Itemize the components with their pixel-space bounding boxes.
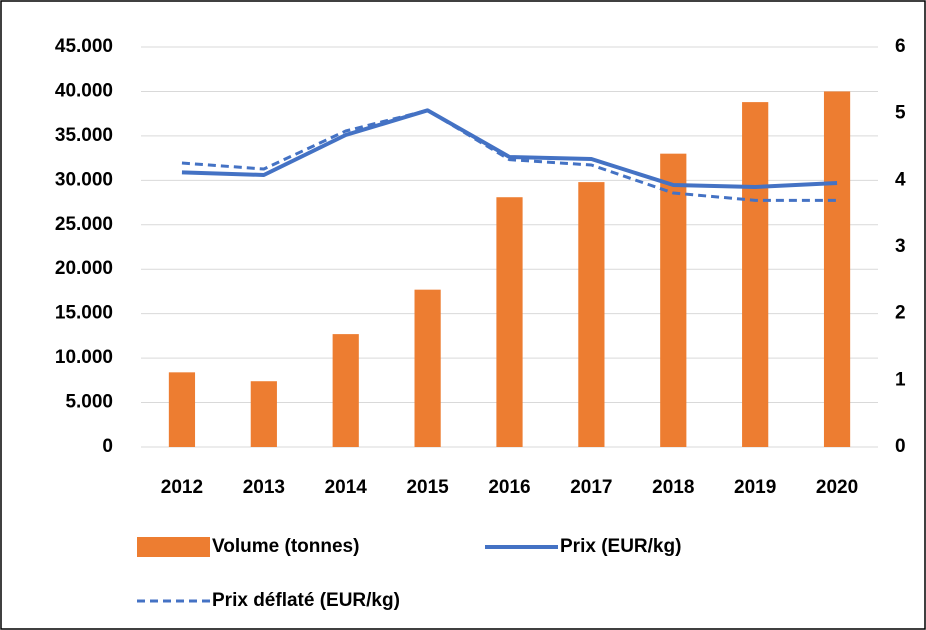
line <box>181 108 838 189</box>
y2-tick-label: 4 <box>895 169 906 190</box>
bar <box>660 153 687 447</box>
x-tick-label: 2017 <box>570 477 612 498</box>
y2-tick-label: 1 <box>895 369 906 390</box>
x-tick-label: 2020 <box>816 477 858 498</box>
y-tick-label: 35.000 <box>55 125 113 146</box>
legend-label: Prix (EUR/kg) <box>560 536 681 557</box>
legend-swatch <box>137 537 210 557</box>
y-tick-label: 25.000 <box>55 214 113 235</box>
y-tick-label: 0 <box>102 436 113 457</box>
x-tick-label: 2016 <box>488 477 530 498</box>
x-tick-label: 2014 <box>325 477 368 498</box>
y-tick-label: 45.000 <box>55 36 113 57</box>
x-tick-label: 2012 <box>161 477 203 498</box>
y2-tick-label: 2 <box>895 303 906 324</box>
bar <box>168 372 196 447</box>
legend-label: Volume (tonnes) <box>212 536 359 557</box>
bar <box>823 91 851 447</box>
x-tick-label: 2018 <box>652 477 694 498</box>
y-tick-label: 5.000 <box>65 392 113 413</box>
x-tick-label: 2019 <box>734 477 776 498</box>
y-tick-label: 30.000 <box>55 169 113 190</box>
y-tick-label: 10.000 <box>55 347 113 368</box>
y2-tick-label: 6 <box>895 36 906 57</box>
x-tick-label: 2015 <box>406 477 449 498</box>
bar <box>742 102 769 447</box>
y2-tick-label: 0 <box>895 436 906 457</box>
bar <box>332 334 359 447</box>
y-tick-label: 40.000 <box>55 80 113 101</box>
y-tick-label: 15.000 <box>55 303 113 324</box>
bar <box>250 381 277 447</box>
bar <box>496 197 523 447</box>
y-tick-label: 20.000 <box>55 258 113 279</box>
y2-tick-label: 5 <box>895 103 906 124</box>
line <box>181 108 838 202</box>
legend-label: Prix déflaté (EUR/kg) <box>212 590 400 611</box>
bar <box>578 182 605 447</box>
x-tick-label: 2013 <box>243 477 285 498</box>
y2-tick-label: 3 <box>895 236 906 257</box>
bar <box>414 289 441 447</box>
